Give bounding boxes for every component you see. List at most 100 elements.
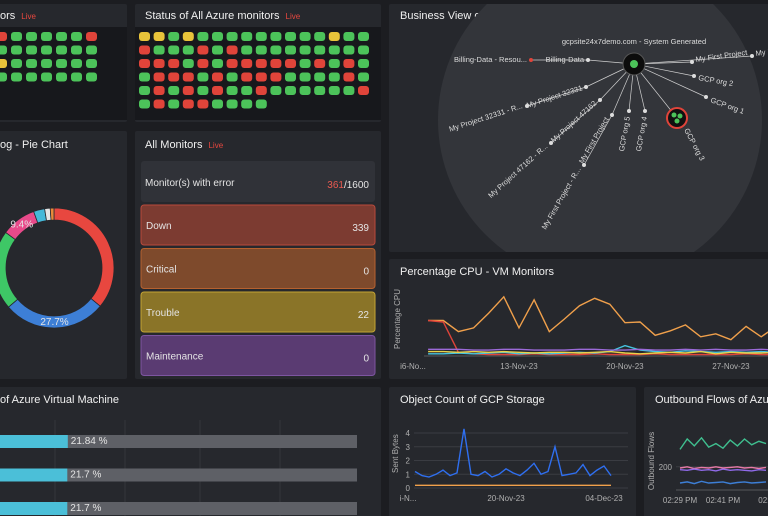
status-dot xyxy=(270,32,282,41)
status-dot xyxy=(314,72,326,82)
edge xyxy=(583,114,613,166)
status-dot xyxy=(314,86,326,95)
panel-title: Outbound Flows of Azure xyxy=(655,394,768,406)
status-dot xyxy=(255,59,267,68)
view-circle xyxy=(438,4,762,252)
status-row xyxy=(140,248,376,289)
status-dot xyxy=(241,45,253,55)
status-dot xyxy=(358,86,369,95)
status-dot xyxy=(314,45,326,55)
status-dot xyxy=(241,72,253,82)
status-dot xyxy=(26,32,37,41)
status-dot xyxy=(86,59,97,68)
status-dot xyxy=(26,72,37,82)
x-tick-label: 27-Nov-23 xyxy=(712,362,750,371)
status-dot xyxy=(153,45,165,55)
status-dot xyxy=(197,32,209,41)
x-tick-label: 20-Nov-23 xyxy=(487,494,525,503)
status-row xyxy=(140,204,376,246)
status-dot xyxy=(285,86,296,95)
panel-title: Object Count of GCP Storage xyxy=(400,394,545,406)
bar-track xyxy=(0,468,357,482)
status-dot xyxy=(168,45,180,55)
root-label: gcpsite24x7demo.com - System Generated xyxy=(562,37,706,46)
node-dot xyxy=(529,58,533,62)
series-line xyxy=(428,319,768,356)
pie-slice xyxy=(49,207,55,221)
series-line xyxy=(679,468,767,472)
series-line xyxy=(428,350,768,355)
status-count: 0 xyxy=(363,354,369,365)
status-dot xyxy=(328,86,340,95)
slice-label: 9.4% xyxy=(10,220,33,231)
status-dot xyxy=(285,59,296,68)
status-count: 22 xyxy=(358,310,370,321)
status-dot xyxy=(197,45,209,55)
node-dot xyxy=(704,95,708,99)
status-dot xyxy=(11,59,22,68)
status-dot xyxy=(0,45,7,55)
status-dot xyxy=(270,86,282,95)
node-dot xyxy=(549,141,553,145)
status-dot xyxy=(212,86,223,95)
node-label: Billing-Data xyxy=(546,55,585,64)
panel-title: Status of All Azure monitors xyxy=(145,10,280,22)
status-dot xyxy=(182,59,194,68)
series-line xyxy=(679,480,767,485)
edge xyxy=(633,55,753,65)
node-label: My F xyxy=(755,47,768,58)
edge xyxy=(526,86,587,107)
status-dot xyxy=(11,32,22,41)
status-dot xyxy=(168,32,180,41)
node-dot xyxy=(582,163,586,167)
bar xyxy=(0,468,68,482)
node-status xyxy=(677,113,683,119)
status-dot xyxy=(285,72,296,82)
status-row xyxy=(140,335,376,376)
x-tick-label: 02:29 PM xyxy=(663,496,698,505)
status-dot xyxy=(358,32,369,41)
status-dot xyxy=(255,72,267,82)
status-dot xyxy=(168,59,180,68)
status-dot xyxy=(71,72,82,82)
status-label: Critical xyxy=(146,265,177,276)
status-dot xyxy=(241,59,253,68)
status-dot xyxy=(226,59,238,68)
status-dot xyxy=(299,72,311,82)
live-badge: Live xyxy=(21,12,36,21)
status-dot xyxy=(56,45,67,55)
node-dot xyxy=(584,85,588,89)
status-dot xyxy=(255,86,267,95)
live-badge: Live xyxy=(286,12,301,21)
y-tick-label: 1 xyxy=(406,470,411,479)
node-dot xyxy=(586,58,590,62)
status-dot xyxy=(26,45,37,55)
status-dot xyxy=(343,59,355,68)
node-dot xyxy=(525,104,529,108)
status-dot xyxy=(56,72,67,82)
node-label: Billing-Data - Resou... xyxy=(454,55,527,64)
status-dot xyxy=(182,86,194,95)
node-dot xyxy=(692,74,696,78)
series-line xyxy=(428,295,768,341)
status-dot xyxy=(71,59,82,68)
series-line xyxy=(414,428,612,478)
panel-title: All Monitors xyxy=(145,139,203,151)
status-count: 0 xyxy=(363,267,369,278)
status-dot xyxy=(197,99,209,109)
status-dot xyxy=(255,45,267,55)
status-dot xyxy=(299,32,311,41)
panel-title: Percentage CPU - VM Monitors xyxy=(400,266,555,278)
status-dot xyxy=(343,72,355,82)
status-dot xyxy=(168,72,180,82)
x-tick-label: 02:5 xyxy=(758,496,768,505)
status-dot xyxy=(86,72,97,82)
status-dot xyxy=(86,45,97,55)
y-tick-label: 200 xyxy=(659,463,673,472)
status-dot xyxy=(11,45,22,55)
status-dot xyxy=(212,45,223,55)
status-dot xyxy=(328,59,340,68)
status-dot xyxy=(41,59,52,68)
error-total: 1600 xyxy=(347,180,370,191)
status-dot xyxy=(241,32,253,41)
